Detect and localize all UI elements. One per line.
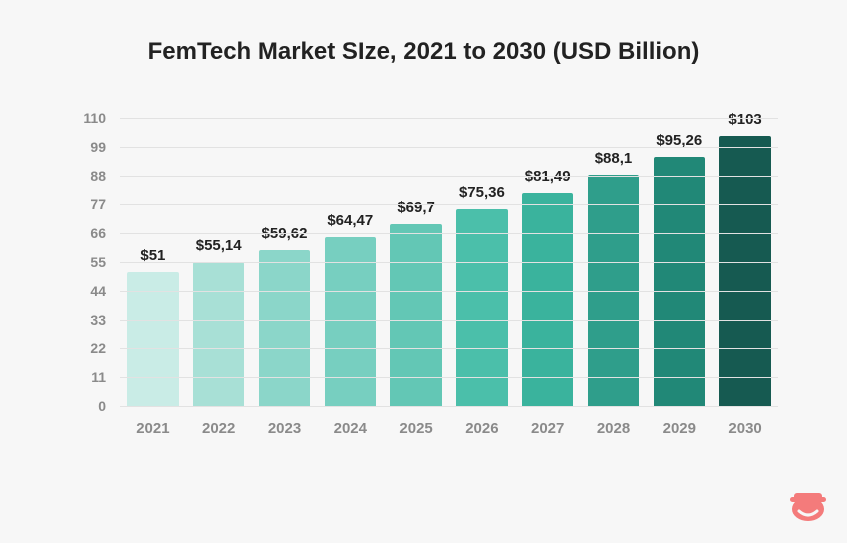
chart-title: FemTech Market SIze, 2021 to 2030 (USD B… xyxy=(0,38,847,66)
y-axis-tick: 11 xyxy=(91,369,106,385)
x-axis-tick: 2030 xyxy=(728,420,761,437)
plot-area: $51 $55,14 $59,62 $64,47 $69,7 $75,36 $81,49 $8… xyxy=(120,118,778,406)
grid-line xyxy=(120,406,778,407)
chart-bar: $103 xyxy=(719,136,770,406)
grid-line xyxy=(120,176,778,177)
grid-line xyxy=(120,348,778,349)
grid-line xyxy=(120,320,778,321)
y-axis-tick: 0 xyxy=(98,398,106,414)
bar-value-label: $103 xyxy=(728,111,761,128)
grid-line xyxy=(120,291,778,292)
grid-line xyxy=(120,118,778,119)
bar-value-label: $55,14 xyxy=(196,237,242,254)
x-axis-tick: 2022 xyxy=(202,420,235,437)
x-axis-tick: 2024 xyxy=(334,420,367,437)
chart-bar: $51 xyxy=(127,272,178,406)
chart-bar: $69,7 xyxy=(390,224,441,406)
grid-line xyxy=(120,262,778,263)
x-axis-tick: 2026 xyxy=(465,420,498,437)
y-axis-tick: 55 xyxy=(90,254,106,270)
y-axis-tick: 44 xyxy=(90,283,106,299)
x-axis-tick: 2023 xyxy=(268,420,301,437)
y-axis-tick: 99 xyxy=(90,139,106,155)
bar-value-label: $64,47 xyxy=(327,212,373,229)
grid-line xyxy=(120,147,778,148)
y-axis-tick: 33 xyxy=(90,312,106,328)
bar-value-label: $75,36 xyxy=(459,184,505,201)
y-axis-tick: 77 xyxy=(90,196,106,212)
y-axis-tick: 66 xyxy=(90,225,106,241)
chart-bar: $59,62 xyxy=(259,250,310,406)
grid-line xyxy=(120,377,778,378)
grid-line xyxy=(120,233,778,234)
y-axis-tick: 110 xyxy=(83,110,106,126)
x-axis-tick: 2025 xyxy=(399,420,432,437)
grid-line xyxy=(120,204,778,205)
y-axis-tick: 88 xyxy=(90,168,106,184)
x-axis-tick: 2027 xyxy=(531,420,564,437)
chart-bar: $55,14 xyxy=(193,262,244,406)
x-axis-tick: 2028 xyxy=(597,420,630,437)
x-axis-tick: 2021 xyxy=(136,420,169,437)
chart-bar: $95,26 xyxy=(654,157,705,406)
chart-container: FemTech Market SIze, 2021 to 2030 (USD B… xyxy=(0,0,847,543)
chart-bar: $81,49 xyxy=(522,193,573,406)
bar-value-label: $69,7 xyxy=(397,199,435,216)
brand-logo-icon xyxy=(787,487,829,525)
bar-value-label: $88,1 xyxy=(595,150,633,167)
y-axis-tick: 22 xyxy=(90,340,106,356)
x-axis-tick: 2029 xyxy=(663,420,696,437)
